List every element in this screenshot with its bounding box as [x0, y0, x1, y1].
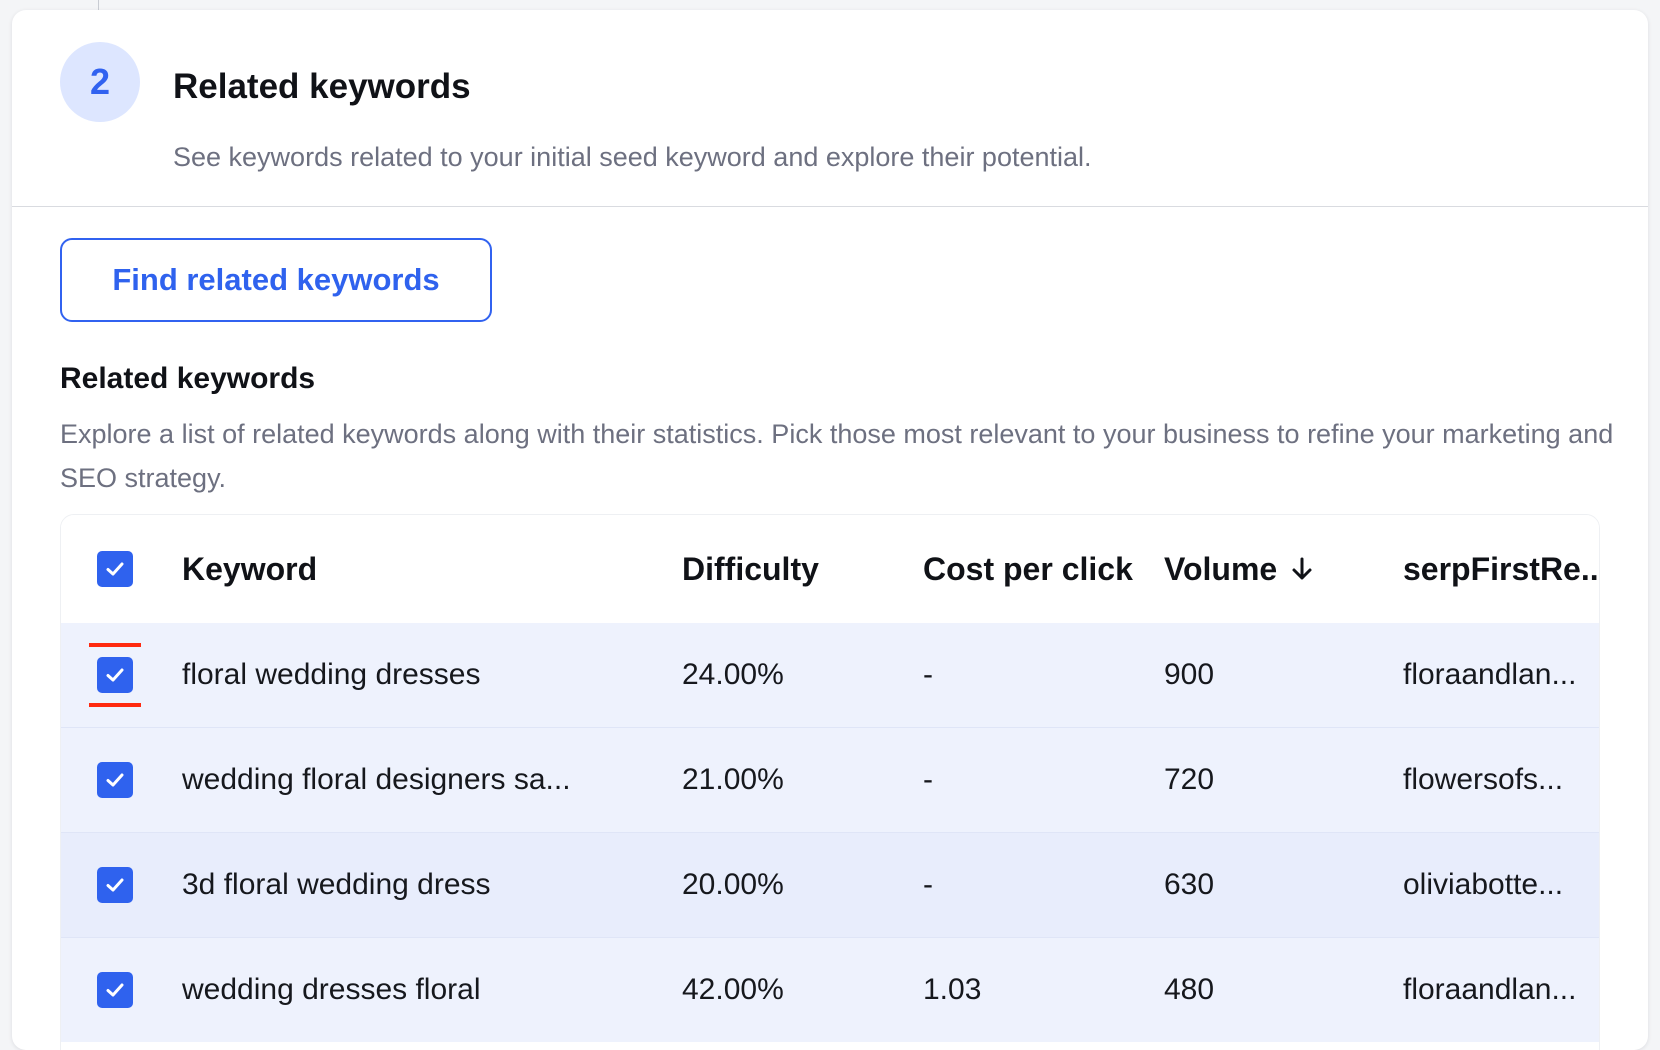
row-checkbox-cell	[89, 938, 141, 1042]
cpc-cell: 1.03	[923, 973, 982, 1006]
serp-cell: flowersofs...	[1403, 763, 1564, 796]
checkmark-icon	[106, 983, 124, 997]
keyword-cell: floral wedding dresses	[182, 658, 481, 691]
row-checkbox[interactable]	[97, 972, 133, 1008]
checkmark-icon	[106, 878, 124, 892]
difficulty-cell: 42.00%	[682, 973, 784, 1006]
checkmark-icon	[106, 773, 124, 787]
column-header-keyword[interactable]: Keyword	[182, 515, 642, 623]
column-header-volume[interactable]: Volume	[1164, 515, 1394, 623]
cpc-cell: -	[923, 868, 933, 901]
focus-outline	[89, 643, 141, 707]
select-all-cell	[89, 515, 141, 623]
volume-cell: 900	[1164, 658, 1215, 691]
find-related-keywords-button[interactable]: Find related keywords	[60, 238, 492, 322]
arrow-down-icon[interactable]	[1289, 555, 1315, 583]
related-keywords-card: 2 Related keywords See keywords related …	[12, 10, 1648, 1050]
table-row[interactable]: 3d floral wedding dress 20.00% - 630 oli…	[61, 833, 1599, 937]
difficulty-cell: 21.00%	[682, 763, 784, 796]
column-header-label: Keyword	[182, 550, 318, 587]
keyword-cell: wedding floral designers sa...	[182, 763, 571, 796]
checkmark-icon	[106, 562, 124, 576]
keyword-cell: 3d floral wedding dress	[182, 868, 491, 901]
row-checkbox[interactable]	[97, 762, 133, 798]
table-row[interactable]: wedding dresses floral 42.00% 1.03 480 f…	[61, 938, 1599, 1042]
row-checkbox-cell	[89, 728, 141, 832]
section-description: Explore a list of related keywords along…	[60, 419, 1614, 493]
column-header-label: Volume	[1164, 550, 1278, 587]
row-divider	[61, 832, 1599, 833]
table-row[interactable]: floral wedding dresses 24.00% - 900 flor…	[61, 623, 1599, 727]
column-header-label: serpFirstRe...	[1403, 550, 1600, 587]
cpc-cell: -	[923, 763, 933, 796]
section-title: Related keywords	[60, 362, 316, 395]
row-checkbox-cell	[89, 623, 141, 727]
volume-cell: 720	[1164, 763, 1215, 796]
row-checkbox-cell	[89, 833, 141, 937]
difficulty-cell: 24.00%	[682, 658, 784, 691]
column-header-cost-per-click[interactable]: Cost per click	[923, 515, 1159, 623]
serp-cell: floraandlan...	[1403, 658, 1577, 691]
cpc-cell: -	[923, 658, 933, 691]
volume-cell: 480	[1164, 973, 1215, 1006]
column-header-label: Difficulty	[682, 550, 819, 587]
table-header-row: Keyword Difficulty Cost per click Volume…	[61, 515, 1599, 623]
row-checkbox[interactable]	[97, 867, 133, 903]
step-header: 2 Related keywords See keywords related …	[12, 10, 1648, 207]
keyword-cell: wedding dresses floral	[182, 973, 481, 1006]
serp-cell: oliviabotte...	[1403, 868, 1564, 901]
column-header-label: Cost per click	[923, 550, 1133, 587]
keywords-table: Keyword Difficulty Cost per click Volume…	[60, 514, 1600, 1050]
column-header-difficulty[interactable]: Difficulty	[682, 515, 902, 623]
checkmark-icon	[106, 668, 124, 682]
serp-cell: floraandlan...	[1403, 973, 1577, 1006]
row-checkbox[interactable]	[97, 657, 133, 693]
step-number-badge: 2	[60, 42, 140, 122]
column-header-serp-first-result[interactable]: serpFirstRe...	[1403, 515, 1600, 623]
step-description: See keywords related to your initial see…	[173, 142, 1092, 172]
select-all-checkbox[interactable]	[97, 551, 133, 587]
left-rule	[98, 0, 99, 10]
volume-cell: 630	[1164, 868, 1215, 901]
step-title: Related keywords	[173, 67, 471, 106]
table-row[interactable]: wedding floral designers sa... 21.00% - …	[61, 728, 1599, 832]
row-divider	[61, 937, 1599, 938]
row-divider	[61, 727, 1599, 728]
difficulty-cell: 20.00%	[682, 868, 784, 901]
